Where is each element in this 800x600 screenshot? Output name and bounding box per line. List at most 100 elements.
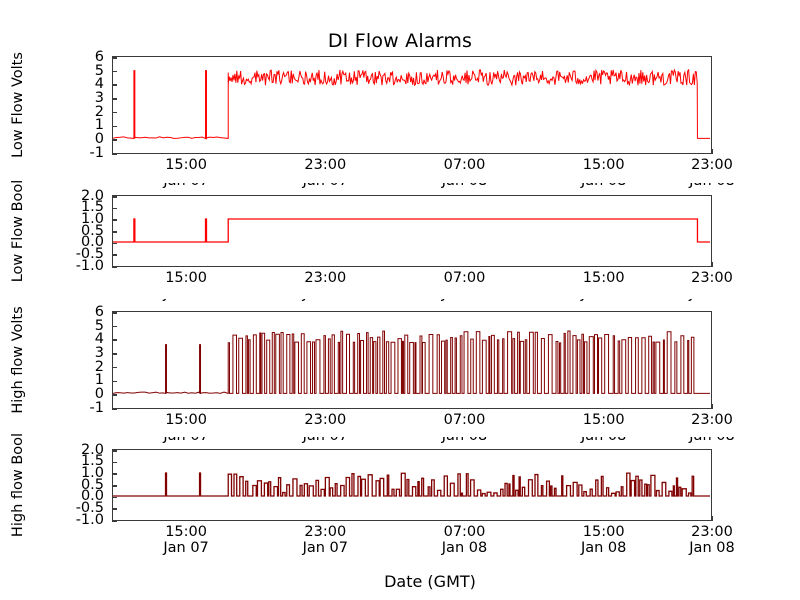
- series-line-low-flow-bool: [113, 218, 710, 243]
- y-tick-mark: [112, 84, 117, 86]
- y-tick-mark: [112, 98, 117, 100]
- series-line-low-flow-volts: [113, 68, 710, 140]
- y-tick-mark: [112, 408, 117, 410]
- x-tick-time: 15:00: [165, 157, 207, 173]
- y-tick-label: 0.0: [80, 488, 104, 505]
- y-tick-mark: [112, 254, 117, 256]
- y-tick-mark: [112, 139, 117, 141]
- y-tick-label: 0.5: [80, 222, 104, 239]
- y-tick-label: 2.0: [80, 187, 104, 204]
- subplot-high-flow-bool: [112, 449, 712, 521]
- chart-title: DI Flow Alarms: [327, 30, 473, 52]
- series-line-high-flow-volts: [113, 330, 710, 395]
- y-tick-mark: [112, 266, 117, 268]
- x-tick-time: 23:00: [304, 412, 347, 428]
- x-tick-date: Jan 08: [441, 539, 488, 556]
- y-tick-mark: [112, 125, 117, 128]
- y-tick-label: -1: [89, 399, 104, 416]
- y-tick-label: 4: [94, 76, 104, 93]
- y-tick-label: 6: [94, 48, 104, 65]
- x-tick-time: 23:00: [691, 412, 733, 428]
- x-tick-time: 15:00: [165, 524, 207, 540]
- y-tick-label: 6: [94, 303, 104, 320]
- x-tick-time: 15:00: [582, 270, 625, 286]
- y-tick-label: 0.5: [80, 476, 104, 493]
- y-tick-mark: [112, 111, 117, 114]
- x-tick-date: Jan 08: [689, 539, 735, 556]
- y-tick-label: 0.0: [80, 234, 104, 251]
- y-tick-mark: [112, 520, 117, 522]
- x-tick-date: Jan 07: [302, 539, 348, 556]
- y-tick-mark: [112, 485, 117, 487]
- y-tick-label: 1.5: [80, 199, 104, 216]
- y-axis-label-high-flow-bool: High flow Bool: [10, 432, 26, 538]
- x-tick-time: 23:00: [304, 270, 347, 286]
- x-tick-time: 15:00: [582, 157, 625, 173]
- y-tick-label: 2: [94, 358, 104, 375]
- subplot-low-flow-bool: [112, 195, 712, 267]
- y-tick-mark: [112, 508, 117, 510]
- y-tick-mark: [112, 461, 117, 464]
- y-tick-label: 2: [94, 103, 104, 120]
- x-tick-time: 15:00: [582, 524, 625, 540]
- y-axis-label-low-flow-volts: Low Flow Volts: [10, 52, 26, 158]
- x-tick-time: 23:00: [691, 270, 733, 286]
- y-tick-label: -1: [89, 144, 104, 161]
- y-tick-label: 1: [94, 372, 104, 389]
- y-tick-mark: [112, 57, 117, 59]
- x-tick-date: Jan 08: [580, 539, 627, 556]
- x-tick-time: 15:00: [165, 412, 207, 428]
- y-tick-label: 5: [94, 317, 104, 334]
- y-tick-mark: [112, 70, 117, 73]
- y-tick-label: -1.0: [75, 257, 104, 274]
- x-tick-time: 07:00: [443, 157, 486, 173]
- y-tick-label: 2.0: [80, 441, 104, 458]
- y-tick-mark: [112, 219, 117, 221]
- y-tick-label: 1.0: [80, 465, 104, 482]
- label-clip-band: [0, 428, 800, 437]
- y-tick-label: 5: [94, 62, 104, 79]
- y-tick-mark: [112, 394, 117, 396]
- x-tick-time: 23:00: [304, 524, 347, 540]
- x-tick-time: 23:00: [304, 157, 347, 173]
- y-tick-label: 3: [94, 89, 104, 106]
- y-tick-label: -0.5: [75, 500, 104, 517]
- y-tick-label: 1.0: [80, 211, 104, 228]
- y-tick-mark: [112, 196, 117, 198]
- y-tick-mark: [112, 450, 117, 452]
- y-tick-mark: [112, 231, 117, 233]
- x-tick-time: 07:00: [443, 524, 486, 540]
- subplot-low-flow-volts: [112, 56, 712, 154]
- x-axis-label: Date (GMT): [384, 572, 476, 591]
- subplot-high-flow-volts: [112, 311, 712, 409]
- x-tick-time: 07:00: [443, 270, 486, 286]
- label-clip-band: [0, 286, 800, 299]
- y-tick-mark: [112, 473, 117, 475]
- y-tick-mark: [112, 153, 117, 155]
- y-tick-label: -0.5: [75, 246, 104, 263]
- y-tick-mark: [112, 380, 117, 383]
- x-tick-time: 15:00: [582, 412, 625, 428]
- y-tick-mark: [112, 207, 117, 210]
- label-clip-band: [0, 173, 800, 183]
- y-tick-mark: [112, 339, 117, 341]
- y-tick-label: 0: [94, 131, 104, 148]
- y-tick-mark: [112, 325, 117, 328]
- x-tick-time: 23:00: [691, 524, 733, 540]
- y-tick-mark: [112, 242, 117, 245]
- x-tick-time: 23:00: [691, 157, 733, 173]
- y-tick-label: 0: [94, 386, 104, 403]
- y-tick-label: 3: [94, 344, 104, 361]
- series-line-high-flow-bool: [113, 472, 710, 497]
- y-axis-label-high-flow-volts: High flow Volts: [10, 306, 26, 414]
- y-tick-mark: [112, 353, 117, 355]
- y-tick-label: 1.5: [80, 453, 104, 470]
- x-tick-time: 15:00: [165, 270, 207, 286]
- y-tick-label: 4: [94, 331, 104, 348]
